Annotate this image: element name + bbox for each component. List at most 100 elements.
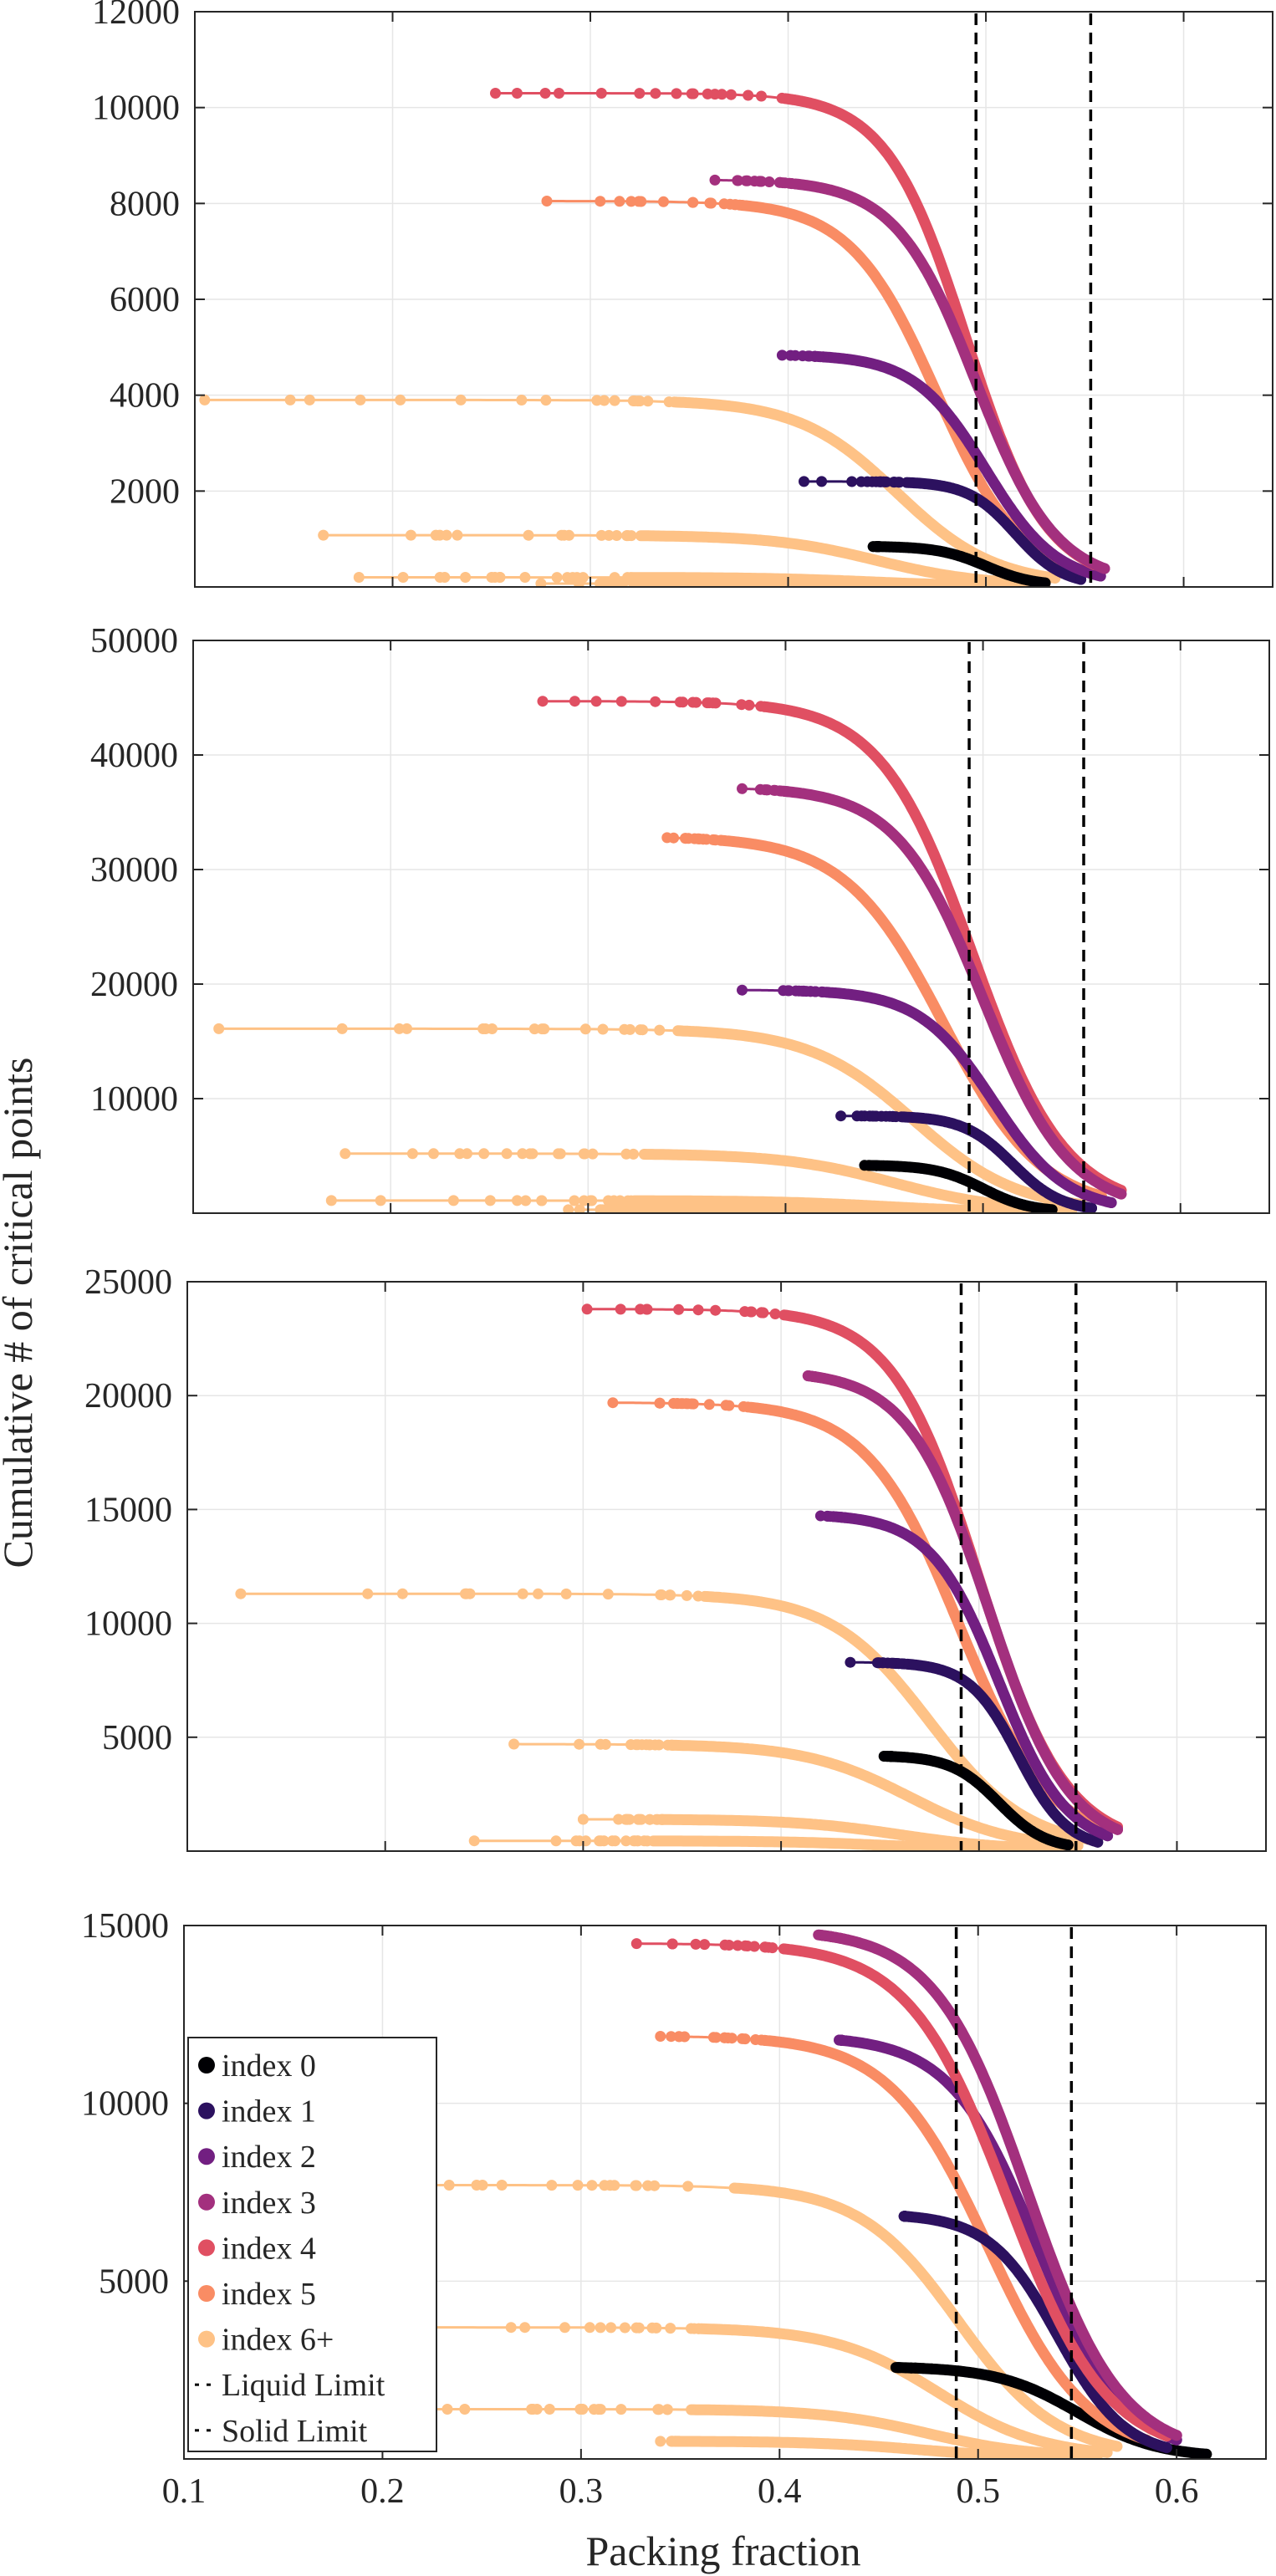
data-point xyxy=(633,196,645,207)
series-index-5-curve xyxy=(655,2031,1152,2446)
y-tick-label: 50000 xyxy=(90,622,178,661)
legend-label: index 6+ xyxy=(222,2323,334,2358)
series-line-thick xyxy=(701,1591,1094,1845)
data-point xyxy=(624,1813,635,1825)
data-point xyxy=(478,1148,490,1160)
legend-label: index 0 xyxy=(222,2048,316,2084)
data-point xyxy=(613,1813,625,1825)
y-tick-label: 4000 xyxy=(110,377,180,416)
y-tick-label: 10000 xyxy=(92,89,180,128)
x-axis-title: Packing fraction xyxy=(585,2528,860,2574)
series-index-6plus-curve xyxy=(339,1148,1078,1213)
data-point xyxy=(625,196,637,207)
series-line-thick xyxy=(870,1160,1058,1213)
data-point xyxy=(611,530,622,541)
data-point xyxy=(748,1941,760,1952)
series-line-thick xyxy=(840,1512,1114,1842)
data-point-start xyxy=(867,541,879,553)
series-line-thick xyxy=(783,786,1127,1200)
series-line-thick xyxy=(886,1751,1074,1851)
data-point xyxy=(755,701,767,712)
data-point xyxy=(632,1739,644,1751)
legend-marker xyxy=(198,2102,215,2119)
data-point-start xyxy=(563,1204,574,1213)
data-point xyxy=(441,2404,453,2415)
data-point xyxy=(726,2033,738,2044)
data-point xyxy=(599,2180,610,2191)
y-tick-label: 15000 xyxy=(81,1907,169,1946)
data-point xyxy=(602,1589,614,1600)
axes-frame xyxy=(186,1281,1267,1852)
data-point xyxy=(505,2322,517,2334)
data-point xyxy=(817,987,829,997)
y-tick-label: 20000 xyxy=(84,1377,172,1416)
data-point-start xyxy=(468,1835,480,1847)
axes-frame xyxy=(192,640,1270,1214)
legend: index 0 index 1 index 2 index 3 index 4 index… xyxy=(187,2037,437,2452)
data-point xyxy=(524,1148,536,1160)
data-point xyxy=(763,176,775,187)
data-point xyxy=(871,1657,883,1669)
series-index-6plus-curve xyxy=(199,394,1061,584)
data-point xyxy=(673,1303,685,1315)
grid-lines xyxy=(192,640,1269,1213)
series-index-6plus-curve xyxy=(508,1738,1084,1851)
data-point xyxy=(595,529,607,541)
data-point xyxy=(455,394,467,406)
data-point xyxy=(668,1398,679,1409)
series-line-thick xyxy=(819,351,1106,582)
data-point xyxy=(646,2322,658,2334)
data-point xyxy=(517,1588,528,1599)
series-line-thick xyxy=(736,200,1080,575)
data-point xyxy=(487,1023,498,1034)
data-point xyxy=(595,1738,606,1750)
series-index-6plus-curve xyxy=(213,1023,1088,1210)
axes-frame xyxy=(183,1925,1267,2460)
data-point xyxy=(631,1835,643,1847)
data-point xyxy=(693,833,705,844)
y-tick-label: 20000 xyxy=(90,966,178,1004)
data-point-end xyxy=(1092,1836,1104,1848)
data-point xyxy=(710,1304,722,1316)
y-tick-label: 6000 xyxy=(110,281,180,319)
series-line-thick xyxy=(789,178,1110,574)
data-point xyxy=(635,1303,646,1315)
data-point xyxy=(616,1204,628,1213)
data-point-start xyxy=(353,572,365,583)
legend-marker xyxy=(198,2285,215,2302)
data-point xyxy=(682,2181,694,2192)
data-point xyxy=(569,696,580,707)
data-point-start xyxy=(814,1372,826,1384)
series-index-1-curve xyxy=(799,476,1087,585)
series-line-thick xyxy=(638,1149,1078,1213)
legend-marker xyxy=(198,2057,215,2074)
data-point xyxy=(663,396,675,408)
data-point xyxy=(574,1738,585,1750)
data-point xyxy=(375,1195,386,1206)
data-point xyxy=(512,1195,523,1206)
data-point-start xyxy=(776,349,788,361)
data-point xyxy=(628,1148,639,1160)
series-line-thick xyxy=(779,93,1100,571)
legend-marker xyxy=(198,2148,215,2165)
data-point xyxy=(650,696,661,707)
series-index-0-curve xyxy=(878,1751,1074,1851)
data-point xyxy=(690,1938,702,1950)
data-point-start xyxy=(508,1738,520,1750)
legend-marker xyxy=(198,2239,215,2257)
series-line-thick xyxy=(898,2211,1172,2453)
data-point-start xyxy=(737,984,748,996)
series-line-thick xyxy=(716,834,1107,1202)
series-index-2-curve xyxy=(776,349,1106,582)
series-line-thin xyxy=(323,533,641,538)
data-point-end xyxy=(1111,2441,1123,2452)
data-point xyxy=(809,986,821,997)
data-point-end xyxy=(1161,2442,1172,2453)
data-point xyxy=(666,1938,678,1950)
data-point xyxy=(528,2404,539,2415)
data-point xyxy=(797,350,809,362)
series-index-0-curve xyxy=(867,541,1051,587)
data-point xyxy=(550,1835,562,1847)
data-point xyxy=(587,1148,599,1160)
data-point xyxy=(460,572,472,583)
